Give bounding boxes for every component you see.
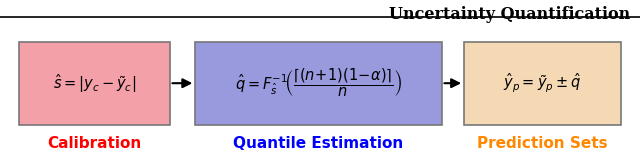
Text: Calibration: Calibration [47, 136, 141, 152]
Text: Uncertainty Quantification: Uncertainty Quantification [389, 6, 630, 23]
FancyBboxPatch shape [19, 42, 170, 125]
FancyBboxPatch shape [195, 42, 442, 125]
Text: $\hat{s} = |y_c - \tilde{y}_c|$: $\hat{s} = |y_c - \tilde{y}_c|$ [52, 72, 136, 95]
Text: Quantile Estimation: Quantile Estimation [233, 136, 404, 152]
FancyBboxPatch shape [464, 42, 621, 125]
Text: $\hat{q} = F_{\hat{s}}^{-1}\!\left(\dfrac{\lceil(n\!+\!1)(1\!-\!\alpha)\rceil}{n: $\hat{q} = F_{\hat{s}}^{-1}\!\left(\dfra… [235, 67, 402, 100]
Text: Prediction Sets: Prediction Sets [477, 136, 608, 152]
Text: $\hat{y}_p = \tilde{y}_p \pm \hat{q}$: $\hat{y}_p = \tilde{y}_p \pm \hat{q}$ [503, 72, 582, 95]
